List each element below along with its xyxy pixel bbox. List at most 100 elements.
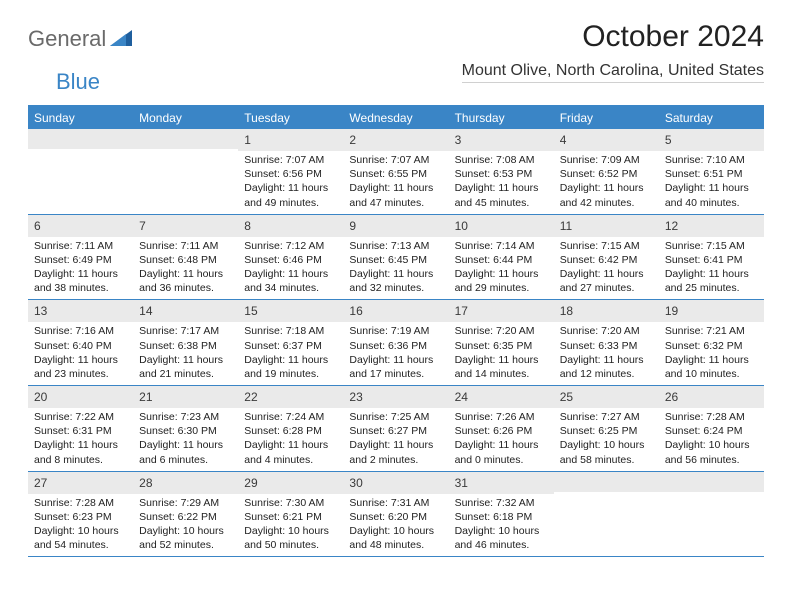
day-body: Sunrise: 7:21 AMSunset: 6:32 PMDaylight:… <box>659 322 764 385</box>
calendar-day: 14Sunrise: 7:17 AMSunset: 6:38 PMDayligh… <box>133 300 238 385</box>
day-number: 31 <box>455 476 468 490</box>
calendar-day: 6Sunrise: 7:11 AMSunset: 6:49 PMDaylight… <box>28 215 133 300</box>
day-body: Sunrise: 7:25 AMSunset: 6:27 PMDaylight:… <box>343 408 448 471</box>
day-number: 5 <box>665 133 672 147</box>
daylight-text: and 25 minutes. <box>665 281 758 295</box>
calendar-week: 6Sunrise: 7:11 AMSunset: 6:49 PMDaylight… <box>28 215 764 301</box>
daylight-text: and 50 minutes. <box>244 538 337 552</box>
daylight-text: and 54 minutes. <box>34 538 127 552</box>
calendar-week: 27Sunrise: 7:28 AMSunset: 6:23 PMDayligh… <box>28 472 764 558</box>
weeks-container: 1Sunrise: 7:07 AMSunset: 6:56 PMDaylight… <box>28 129 764 557</box>
calendar-day: 12 Sunrise: 7:15 AMSunset: 6:41 PMDayligh… <box>659 215 764 300</box>
daylight-text: Daylight: 11 hours <box>244 267 337 281</box>
logo-triangle-icon <box>110 28 132 51</box>
sunset-text: Sunset: 6:31 PM <box>34 424 127 438</box>
daylight-text: and 32 minutes. <box>349 281 442 295</box>
daylight-text: Daylight: 10 hours <box>560 438 653 452</box>
daylight-text: Daylight: 11 hours <box>665 267 758 281</box>
daylight-text: and 0 minutes. <box>455 453 548 467</box>
day-body: Sunrise: 7:12 AMSunset: 6:46 PMDaylight:… <box>238 237 343 300</box>
daylight-text: and 52 minutes. <box>139 538 232 552</box>
calendar-day: 28Sunrise: 7:29 AMSunset: 6:22 PMDayligh… <box>133 472 238 557</box>
calendar-day <box>659 472 764 557</box>
daylight-text: Daylight: 11 hours <box>560 181 653 195</box>
sunrise-text: Sunrise: 7:08 AM <box>455 153 548 167</box>
sunrise-text: Sunrise: 7:13 AM <box>349 239 442 253</box>
day-number: 19 <box>665 304 678 318</box>
daylight-text: Daylight: 11 hours <box>560 353 653 367</box>
calendar-grid: SundayMondayTuesdayWednesdayThursdayFrid… <box>28 105 764 557</box>
day-body: Sunrise: 7:15 AMSunset: 6:41 PMDaylight:… <box>659 237 764 300</box>
weekday-header: Friday <box>554 107 659 129</box>
calendar-day: 30Sunrise: 7:31 AMSunset: 6:20 PMDayligh… <box>343 472 448 557</box>
day-number-row: 20 <box>28 386 133 408</box>
calendar-day: 11Sunrise: 7:15 AMSunset: 6:42 PMDayligh… <box>554 215 659 300</box>
calendar-day: 31 Sunrise: 7:32 AMSunset: 6:18 PMDayligh… <box>449 472 554 557</box>
sunset-text: Sunset: 6:22 PM <box>139 510 232 524</box>
sunrise-text: Sunrise: 7:12 AM <box>244 239 337 253</box>
sunrise-text: Sunrise: 7:15 AM <box>560 239 653 253</box>
day-body: Sunrise: 7:32 AMSunset: 6:18 PMDaylight:… <box>449 494 554 557</box>
weekday-header: Sunday <box>28 107 133 129</box>
sunset-text: Sunset: 6:28 PM <box>244 424 337 438</box>
sunrise-text: Sunrise: 7:26 AM <box>455 410 548 424</box>
day-body: Sunrise: 7:26 AMSunset: 6:26 PMDaylight:… <box>449 408 554 471</box>
sunrise-text: Sunrise: 7:24 AM <box>244 410 337 424</box>
day-body: Sunrise: 7:16 AMSunset: 6:40 PMDaylight:… <box>28 322 133 385</box>
day-body <box>554 492 659 554</box>
day-number-row <box>133 129 238 149</box>
sunset-text: Sunset: 6:24 PM <box>665 424 758 438</box>
day-number: 1 <box>244 133 251 147</box>
sunset-text: Sunset: 6:52 PM <box>560 167 653 181</box>
location-text: Mount Olive, North Carolina, United Stat… <box>462 62 764 83</box>
daylight-text: and 36 minutes. <box>139 281 232 295</box>
sunset-text: Sunset: 6:20 PM <box>349 510 442 524</box>
sunrise-text: Sunrise: 7:11 AM <box>139 239 232 253</box>
month-title: October 2024 <box>462 20 764 54</box>
sunrise-text: Sunrise: 7:28 AM <box>665 410 758 424</box>
day-number-row: 3 <box>449 129 554 151</box>
sunset-text: Sunset: 6:46 PM <box>244 253 337 267</box>
sunset-text: Sunset: 6:53 PM <box>455 167 548 181</box>
day-body: Sunrise: 7:23 AMSunset: 6:30 PMDaylight:… <box>133 408 238 471</box>
day-number-row: 25 <box>554 386 659 408</box>
sunset-text: Sunset: 6:36 PM <box>349 339 442 353</box>
daylight-text: and 46 minutes. <box>455 538 548 552</box>
day-number: 26 <box>665 390 678 404</box>
daylight-text: and 12 minutes. <box>560 367 653 381</box>
daylight-text: Daylight: 11 hours <box>665 181 758 195</box>
sunset-text: Sunset: 6:45 PM <box>349 253 442 267</box>
daylight-text: and 19 minutes. <box>244 367 337 381</box>
daylight-text: Daylight: 10 hours <box>455 524 548 538</box>
day-number: 16 <box>349 304 362 318</box>
daylight-text: and 29 minutes. <box>455 281 548 295</box>
daylight-text: Daylight: 11 hours <box>560 267 653 281</box>
calendar-day: 15Sunrise: 7:18 AMSunset: 6:37 PMDayligh… <box>238 300 343 385</box>
day-number-row: 13 <box>28 300 133 322</box>
day-number: 25 <box>560 390 573 404</box>
sunset-text: Sunset: 6:40 PM <box>34 339 127 353</box>
daylight-text: and 21 minutes. <box>139 367 232 381</box>
daylight-text: and 2 minutes. <box>349 453 442 467</box>
day-number: 9 <box>349 219 356 233</box>
day-number: 12 <box>665 219 678 233</box>
calendar-day <box>133 129 238 214</box>
daylight-text: and 23 minutes. <box>34 367 127 381</box>
sunset-text: Sunset: 6:35 PM <box>455 339 548 353</box>
sunrise-text: Sunrise: 7:20 AM <box>455 324 548 338</box>
day-number: 28 <box>139 476 152 490</box>
day-number: 30 <box>349 476 362 490</box>
day-number: 14 <box>139 304 152 318</box>
sunset-text: Sunset: 6:55 PM <box>349 167 442 181</box>
day-body: Sunrise: 7:11 AMSunset: 6:48 PMDaylight:… <box>133 237 238 300</box>
daylight-text: Daylight: 10 hours <box>244 524 337 538</box>
daylight-text: and 40 minutes. <box>665 196 758 210</box>
daylight-text: and 10 minutes. <box>665 367 758 381</box>
day-number: 6 <box>34 219 41 233</box>
sunset-text: Sunset: 6:51 PM <box>665 167 758 181</box>
sunrise-text: Sunrise: 7:20 AM <box>560 324 653 338</box>
day-number-row: 31 <box>449 472 554 494</box>
day-body: Sunrise: 7:07 AMSunset: 6:55 PMDaylight:… <box>343 151 448 214</box>
daylight-text: Daylight: 11 hours <box>244 438 337 452</box>
sunset-text: Sunset: 6:41 PM <box>665 253 758 267</box>
